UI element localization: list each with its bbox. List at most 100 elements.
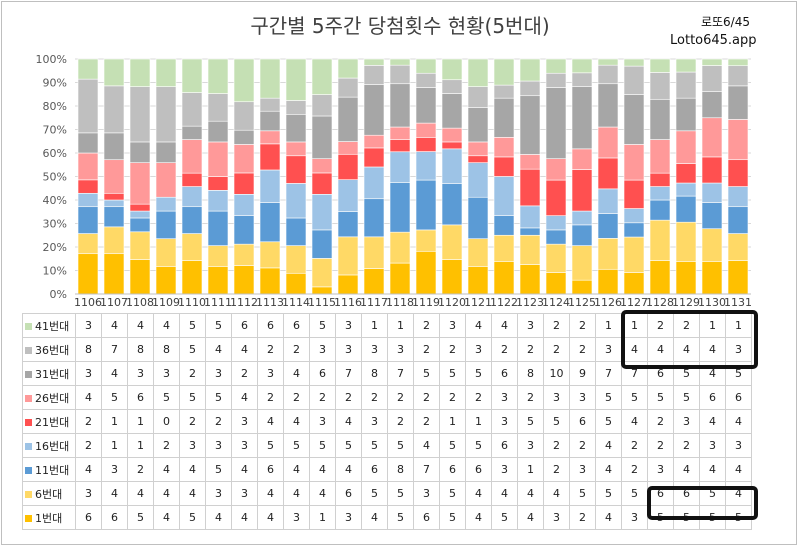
bar-segment (77, 179, 99, 194)
bar-segment (545, 87, 567, 159)
x-tick-label: 1123 (516, 296, 544, 309)
bar-segment (727, 85, 749, 120)
table-cell: 4 (413, 433, 440, 458)
bar-segment (727, 159, 749, 187)
table-cell: 4 (725, 409, 752, 434)
table-cell: 5 (179, 337, 206, 362)
table-cell: 2 (413, 409, 440, 434)
table-cell: 3 (231, 409, 258, 434)
table-cell: 4 (699, 337, 726, 362)
bar-segment (363, 134, 385, 149)
row-label: 41번대 (22, 313, 76, 338)
bar-segment (727, 206, 749, 234)
bar-segment (389, 64, 411, 85)
bar-segment (493, 234, 515, 262)
bar-segment (285, 217, 307, 246)
bar-segment (597, 64, 619, 85)
table-cell: 3 (231, 481, 258, 506)
bar-segment (545, 243, 567, 273)
bar-segment (467, 196, 489, 240)
bar-segment (363, 58, 385, 66)
table-cell: 5 (387, 505, 414, 530)
table-cell: 7 (621, 361, 648, 386)
bar-segment (311, 94, 333, 117)
table-cell: 4 (283, 481, 310, 506)
bar-segment (285, 183, 307, 219)
bar-segment (649, 199, 671, 221)
table-cell: 3 (101, 457, 128, 482)
table-cell: 5 (153, 385, 180, 410)
table-cell: 4 (517, 481, 544, 506)
bar-segment (597, 238, 619, 270)
bar-segment (389, 182, 411, 233)
table-cell: 2 (153, 433, 180, 458)
table-cell: 2 (75, 433, 102, 458)
bar-segment (415, 122, 437, 138)
bar-segment (701, 91, 723, 119)
table-cell: 1 (595, 313, 622, 338)
table-cell: 5 (179, 385, 206, 410)
bar-segment (519, 264, 541, 295)
bar-segment (493, 156, 515, 177)
bar-segment (545, 229, 567, 245)
bar-segment (311, 58, 333, 95)
bar-segment (233, 144, 255, 174)
table-row: 36번대 8 7 8 8 5 4 4 2 2 3 3 3 3 2 2 3 2 2 2 2 3 4 4 4 4 3 (22, 337, 752, 362)
table-cell: 5 (647, 505, 674, 530)
bar-segment (701, 58, 723, 66)
legend-swatch (25, 394, 32, 402)
bar-segment (129, 58, 151, 87)
bar-segment (597, 58, 619, 66)
bar-segment (493, 215, 515, 236)
bar-segment (181, 233, 203, 261)
bar-segment (129, 231, 151, 260)
table-cell: 3 (465, 337, 492, 362)
table-cell: 4 (283, 457, 310, 482)
table-cell: 5 (205, 385, 232, 410)
table-cell: 3 (387, 337, 414, 362)
data-table: 41번대 3 4 4 4 5 5 6 6 6 5 3 1 1 2 3 4 4 3 2 2 1 1 2 2 1 1 36번대 8 7 8 8 5 4… (22, 313, 752, 530)
table-cell: 6 (465, 457, 492, 482)
table-cell: 3 (205, 361, 232, 386)
table-cell: 6 (75, 505, 102, 530)
table-cell: 4 (231, 457, 258, 482)
bar-segment (155, 58, 177, 87)
table-cell: 4 (153, 457, 180, 482)
bar-segment (207, 190, 229, 212)
bar-segment (675, 182, 697, 197)
y-tick-label: 60% (43, 147, 67, 160)
row-label: 31번대 (22, 361, 76, 386)
table-cell: 5 (491, 505, 518, 530)
bar-segment (389, 231, 411, 264)
table-cell: 6 (361, 457, 388, 482)
bar-segment (259, 267, 281, 295)
bar-segment (181, 92, 203, 127)
table-cell: 8 (361, 361, 388, 386)
table-cell: 3 (543, 385, 570, 410)
table-cell: 2 (283, 385, 310, 410)
table-cell: 7 (595, 361, 622, 386)
table-cell: 8 (75, 337, 102, 362)
table-row: 41번대 3 4 4 4 5 5 6 6 6 5 3 1 1 2 3 4 4 3 2 2 1 1 2 2 1 1 (22, 313, 752, 338)
table-cell: 2 (127, 457, 154, 482)
bar-segment (519, 58, 541, 82)
series-name: 16번대 (35, 439, 70, 453)
bar-segment (77, 152, 99, 181)
table-cell: 4 (335, 457, 362, 482)
bar-segment (493, 58, 515, 86)
bar-segment (623, 94, 645, 145)
table-cell: 3 (231, 433, 258, 458)
table-cell: 6 (673, 481, 700, 506)
table-cell: 1 (127, 409, 154, 434)
series-name: 41번대 (35, 319, 70, 333)
bar-segment (129, 217, 151, 233)
bar-segment (181, 186, 203, 208)
table-cell: 2 (517, 337, 544, 362)
bar-segment (467, 141, 489, 157)
bar-segment (623, 144, 645, 181)
table-cell: 3 (439, 313, 466, 338)
table-cell: 2 (543, 337, 570, 362)
bar-segment (103, 132, 125, 161)
table-cell: 4 (491, 313, 518, 338)
table-cell: 2 (257, 337, 284, 362)
